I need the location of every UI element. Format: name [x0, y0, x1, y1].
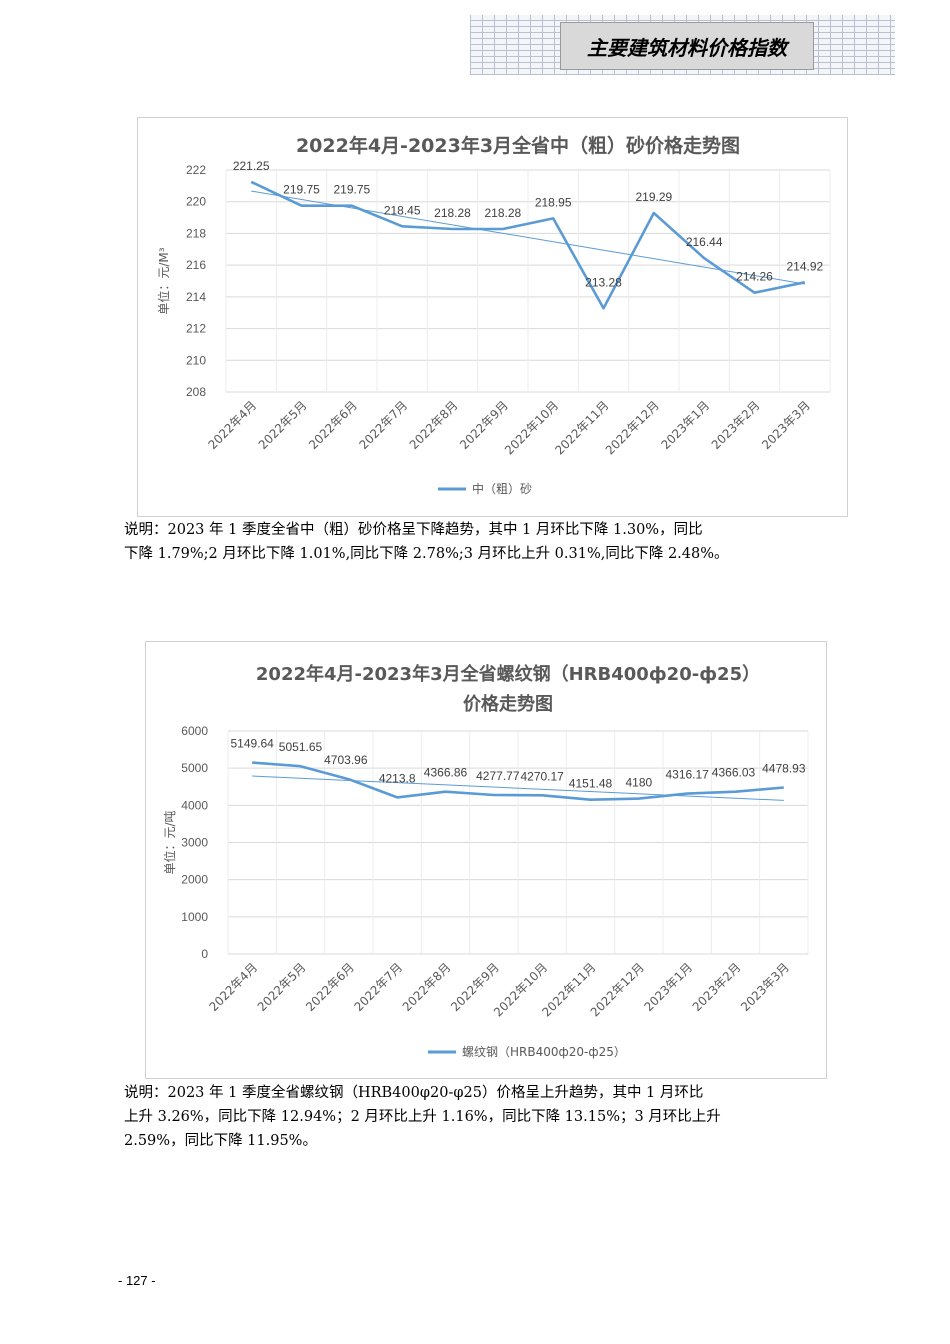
x-tick-label: 2022年6月 — [303, 960, 357, 1014]
data-label: 5149.64 — [230, 737, 274, 751]
rebar-price-note: 说明：2023 年 1 季度全省螺纹钢（HRB400φ20-φ25）价格呈上升趋… — [124, 1081, 854, 1153]
data-label: 216.44 — [686, 235, 723, 249]
y-axis-label: 单位：元/吨 — [162, 810, 177, 874]
data-label: 219.29 — [635, 190, 672, 204]
x-tick-label: 2022年12月 — [603, 398, 662, 457]
data-label: 4151.48 — [569, 777, 613, 791]
data-label: 4703.96 — [324, 753, 368, 767]
y-tick-label: 3000 — [181, 836, 208, 850]
y-tick-label: 0 — [201, 947, 208, 961]
legend-label: 螺纹钢（HRB400ф20-ф25） — [462, 1045, 626, 1059]
y-tick-label: 1000 — [181, 910, 208, 924]
data-label: 219.75 — [333, 183, 370, 197]
data-label: 219.75 — [283, 183, 320, 197]
x-tick-label: 2022年8月 — [400, 960, 454, 1014]
sand-price-note: 说明：2023 年 1 季度全省中（粗）砂价格呈下降趋势，其中 1 月环比下降 … — [124, 518, 854, 566]
x-tick-label: 2023年3月 — [738, 960, 792, 1014]
x-tick-label: 2022年9月 — [457, 398, 511, 452]
x-tick-label: 2022年7月 — [351, 960, 405, 1014]
x-tick-label: 2023年2月 — [690, 960, 744, 1014]
data-label: 218.95 — [535, 195, 572, 209]
note-line: 上升 3.26%，同比下降 12.94%；2 月环比上升 1.16%，同比下降 … — [124, 1109, 721, 1125]
sand-price-chart: 2022年4月-2023年3月全省中（粗）砂价格走势图 208 210 212 214 2… — [137, 117, 848, 517]
y-tick-label: 6000 — [181, 724, 208, 738]
data-label: 221.25 — [233, 159, 270, 173]
y-tick-label: 216 — [186, 258, 206, 272]
data-label: 218.28 — [434, 206, 471, 220]
chart-title: 2022年4月-2023年3月全省中（粗）砂价格走势图 — [296, 134, 740, 157]
data-label: 214.92 — [786, 259, 823, 273]
y-tick-label: 220 — [186, 195, 206, 209]
y-axis-label: 单位：元/M³ — [156, 247, 171, 314]
note-line: 2.59%，同比下降 11.95%。 — [124, 1133, 317, 1149]
note-line: 下降 1.79%;2 月环比下降 1.01%,同比下降 2.78%;3 月环比上… — [124, 546, 729, 562]
x-tick-label: 2023年1月 — [641, 960, 695, 1014]
x-tick-label: 2023年2月 — [709, 398, 763, 452]
header-title-box: 主要建筑材料价格指数 — [560, 22, 814, 70]
y-tick-label: 4000 — [181, 798, 208, 812]
x-tick-label: 2022年7月 — [356, 398, 410, 452]
header-title: 主要建筑材料价格指数 — [587, 35, 787, 60]
series-line — [250, 180, 806, 310]
data-label: 4180 — [625, 776, 652, 790]
x-tick-label: 2022年8月 — [407, 398, 461, 452]
x-tick-label: 2023年3月 — [759, 398, 813, 452]
data-label: 4270.17 — [520, 769, 564, 783]
x-tick-label: 2022年4月 — [206, 960, 260, 1014]
y-tick-label: 218 — [186, 226, 206, 240]
series-line — [252, 761, 784, 801]
data-label: 213.28 — [585, 275, 622, 289]
y-tick-label: 208 — [186, 385, 206, 399]
y-tick-label: 214 — [186, 290, 206, 304]
rebar-price-chart-svg: 2022年4月-2023年3月全省螺纹钢（HRB400ф20-ф25） 价格走势图… — [162, 663, 809, 1059]
data-label: 214.26 — [736, 270, 773, 284]
y-tick-label: 2000 — [181, 873, 208, 887]
x-tick-label: 2023年1月 — [658, 398, 712, 452]
note-line: 说明：2023 年 1 季度全省螺纹钢（HRB400φ20-φ25）价格呈上升趋… — [124, 1085, 704, 1101]
note-line: 说明：2023 年 1 季度全省中（粗）砂价格呈下降趋势，其中 1 月环比下降 … — [124, 522, 703, 538]
data-label: 4277.77 — [476, 769, 520, 783]
data-label: 4316.17 — [665, 768, 709, 782]
sand-price-chart-svg: 2022年4月-2023年3月全省中（粗）砂价格走势图 208 210 212 214 2… — [156, 134, 831, 496]
y-tick-label: 210 — [186, 353, 206, 367]
page-number: - 127 - — [118, 1273, 156, 1288]
chart-title: 2022年4月-2023年3月全省螺纹钢（HRB400ф20-ф25） — [256, 663, 760, 685]
chart-title: 价格走势图 — [463, 693, 553, 715]
data-label: 5051.65 — [279, 740, 323, 754]
data-label: 4478.93 — [762, 762, 806, 776]
data-label: 4366.03 — [712, 766, 756, 780]
data-label: 4213.8 — [379, 771, 416, 785]
x-tick-label: 2022年4月 — [205, 398, 259, 452]
data-label: 4366.86 — [424, 766, 468, 780]
x-tick-label: 2022年5月 — [255, 960, 309, 1014]
y-tick-label: 212 — [186, 322, 206, 336]
trendline — [252, 775, 784, 801]
trendline — [251, 190, 805, 285]
legend-label: 中（粗）砂 — [472, 481, 532, 496]
y-tick-label: 5000 — [181, 761, 208, 775]
x-tick-label: 2022年5月 — [256, 398, 310, 452]
data-label: 218.28 — [484, 206, 521, 220]
data-label: 218.45 — [384, 203, 421, 217]
y-tick-label: 222 — [186, 163, 206, 177]
rebar-price-chart: 2022年4月-2023年3月全省螺纹钢（HRB400ф20-ф25） 价格走势图… — [145, 641, 827, 1079]
x-tick-label: 2022年6月 — [306, 398, 360, 452]
